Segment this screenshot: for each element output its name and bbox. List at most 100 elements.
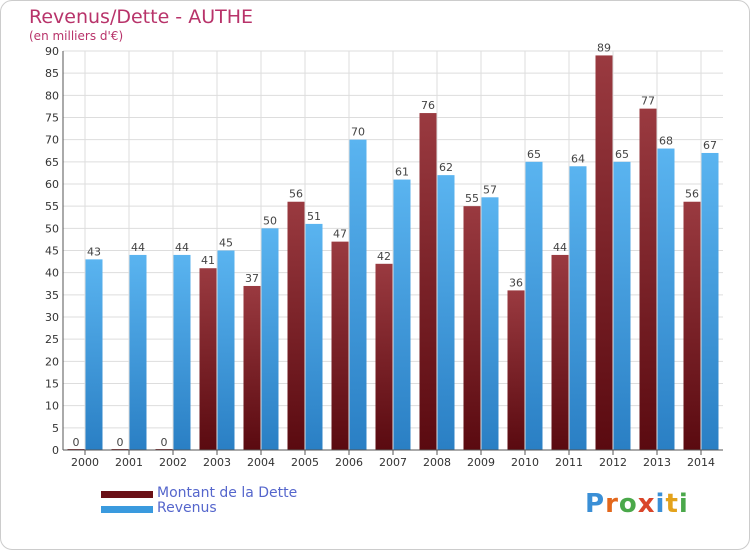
y-tick-label: 90	[45, 45, 59, 58]
chart-subtitle: (en milliers d'€)	[29, 29, 124, 43]
bar-revenus	[85, 259, 103, 450]
data-label: 55	[465, 192, 479, 205]
x-tick-label: 2007	[379, 456, 407, 469]
bar-dette	[463, 206, 481, 450]
data-label: 56	[685, 188, 699, 201]
x-tick-label: 2004	[247, 456, 275, 469]
data-label: 44	[553, 241, 567, 254]
data-label: 36	[509, 276, 523, 289]
y-tick-label: 40	[45, 267, 59, 280]
data-label: 61	[395, 166, 409, 179]
data-label: 77	[641, 95, 655, 108]
x-tick-label: 2010	[511, 456, 539, 469]
x-tick-label: 2008	[423, 456, 451, 469]
data-label: 45	[219, 237, 233, 250]
y-tick-label: 80	[45, 89, 59, 102]
bar-dette	[595, 55, 613, 450]
y-tick-label: 85	[45, 67, 59, 80]
bar-dette	[507, 290, 525, 450]
data-label: 44	[131, 241, 145, 254]
axis-layer: 0510152025303540455055606570758085902000…	[45, 45, 723, 469]
data-label: 57	[483, 183, 497, 196]
data-label: 65	[615, 148, 629, 161]
data-label: 37	[245, 272, 259, 285]
bar-revenus	[261, 228, 279, 450]
logo-letter: r	[605, 489, 619, 519]
bar-revenus	[613, 161, 631, 451]
bar-revenus	[701, 152, 719, 450]
y-tick-label: 55	[45, 200, 59, 213]
data-label: 76	[421, 99, 435, 112]
data-label: 47	[333, 228, 347, 241]
bar-revenus	[305, 223, 323, 450]
x-tick-label: 2012	[599, 456, 627, 469]
data-label: 56	[289, 188, 303, 201]
x-tick-label: 2014	[687, 456, 715, 469]
logo-letter: i	[678, 489, 689, 519]
bar-dette	[287, 201, 305, 450]
y-tick-label: 5	[52, 422, 59, 435]
y-tick-label: 20	[45, 355, 59, 368]
bar-revenus	[569, 166, 587, 450]
bar-revenus	[657, 148, 675, 451]
bar-dette	[331, 241, 349, 450]
legend-swatch-dette	[101, 491, 153, 498]
bars-layer	[67, 55, 719, 451]
y-tick-label: 35	[45, 289, 59, 302]
data-label: 65	[527, 148, 541, 161]
logo-letter: o	[618, 489, 638, 519]
bar-revenus	[173, 254, 191, 450]
labels-layer: 0 43 0 44 0 44 41 45 37 50 56 51 47 70 42 61 76 62 55 57 36 6…	[73, 41, 718, 449]
bar-dette	[551, 254, 569, 450]
bar-revenus	[217, 250, 235, 450]
bar-revenus	[437, 175, 455, 450]
y-tick-label: 0	[52, 444, 59, 457]
bar-dette	[639, 108, 657, 450]
y-tick-label: 45	[45, 245, 59, 258]
bar-dette	[375, 263, 393, 450]
x-tick-label: 2000	[71, 456, 99, 469]
legend-label-revenus: Revenus	[157, 500, 217, 516]
y-tick-label: 15	[45, 378, 59, 391]
x-tick-label: 2013	[643, 456, 671, 469]
y-tick-label: 25	[45, 333, 59, 346]
y-tick-label: 50	[45, 222, 59, 235]
bar-revenus	[481, 197, 499, 450]
chart-title: Revenus/Dette - AUTHE	[29, 6, 254, 28]
logo-letter: x	[637, 489, 656, 519]
data-label: 51	[307, 210, 321, 223]
x-tick-label: 2006	[335, 456, 363, 469]
data-label: 42	[377, 250, 391, 263]
bar-revenus	[349, 139, 367, 450]
y-tick-label: 65	[45, 156, 59, 169]
bar-dette	[199, 268, 217, 450]
bar-revenus	[129, 254, 147, 450]
y-tick-label: 10	[45, 400, 59, 413]
data-label: 41	[201, 254, 215, 267]
logo-letter: P	[585, 489, 606, 519]
y-tick-label: 60	[45, 178, 59, 191]
data-label: 62	[439, 161, 453, 174]
data-label: 70	[351, 126, 365, 139]
x-tick-label: 2005	[291, 456, 319, 469]
data-label: 64	[571, 152, 585, 165]
data-label: 0	[73, 436, 80, 449]
x-tick-label: 2011	[555, 456, 583, 469]
y-tick-label: 30	[45, 311, 59, 324]
x-tick-label: 2009	[467, 456, 495, 469]
grid-layer	[63, 50, 723, 451]
y-tick-label: 70	[45, 134, 59, 147]
data-label: 67	[703, 139, 717, 152]
logo-letter: i	[655, 489, 666, 519]
bar-dette	[243, 285, 261, 450]
bar-revenus	[393, 179, 411, 451]
logo-letter: t	[665, 489, 679, 519]
bar-dette	[683, 201, 701, 450]
data-label: 44	[175, 241, 189, 254]
x-tick-label: 2003	[203, 456, 231, 469]
legend-swatch-revenus	[101, 506, 153, 513]
proxiti-logo: Proxiti	[585, 489, 689, 519]
data-label: 50	[263, 214, 277, 227]
